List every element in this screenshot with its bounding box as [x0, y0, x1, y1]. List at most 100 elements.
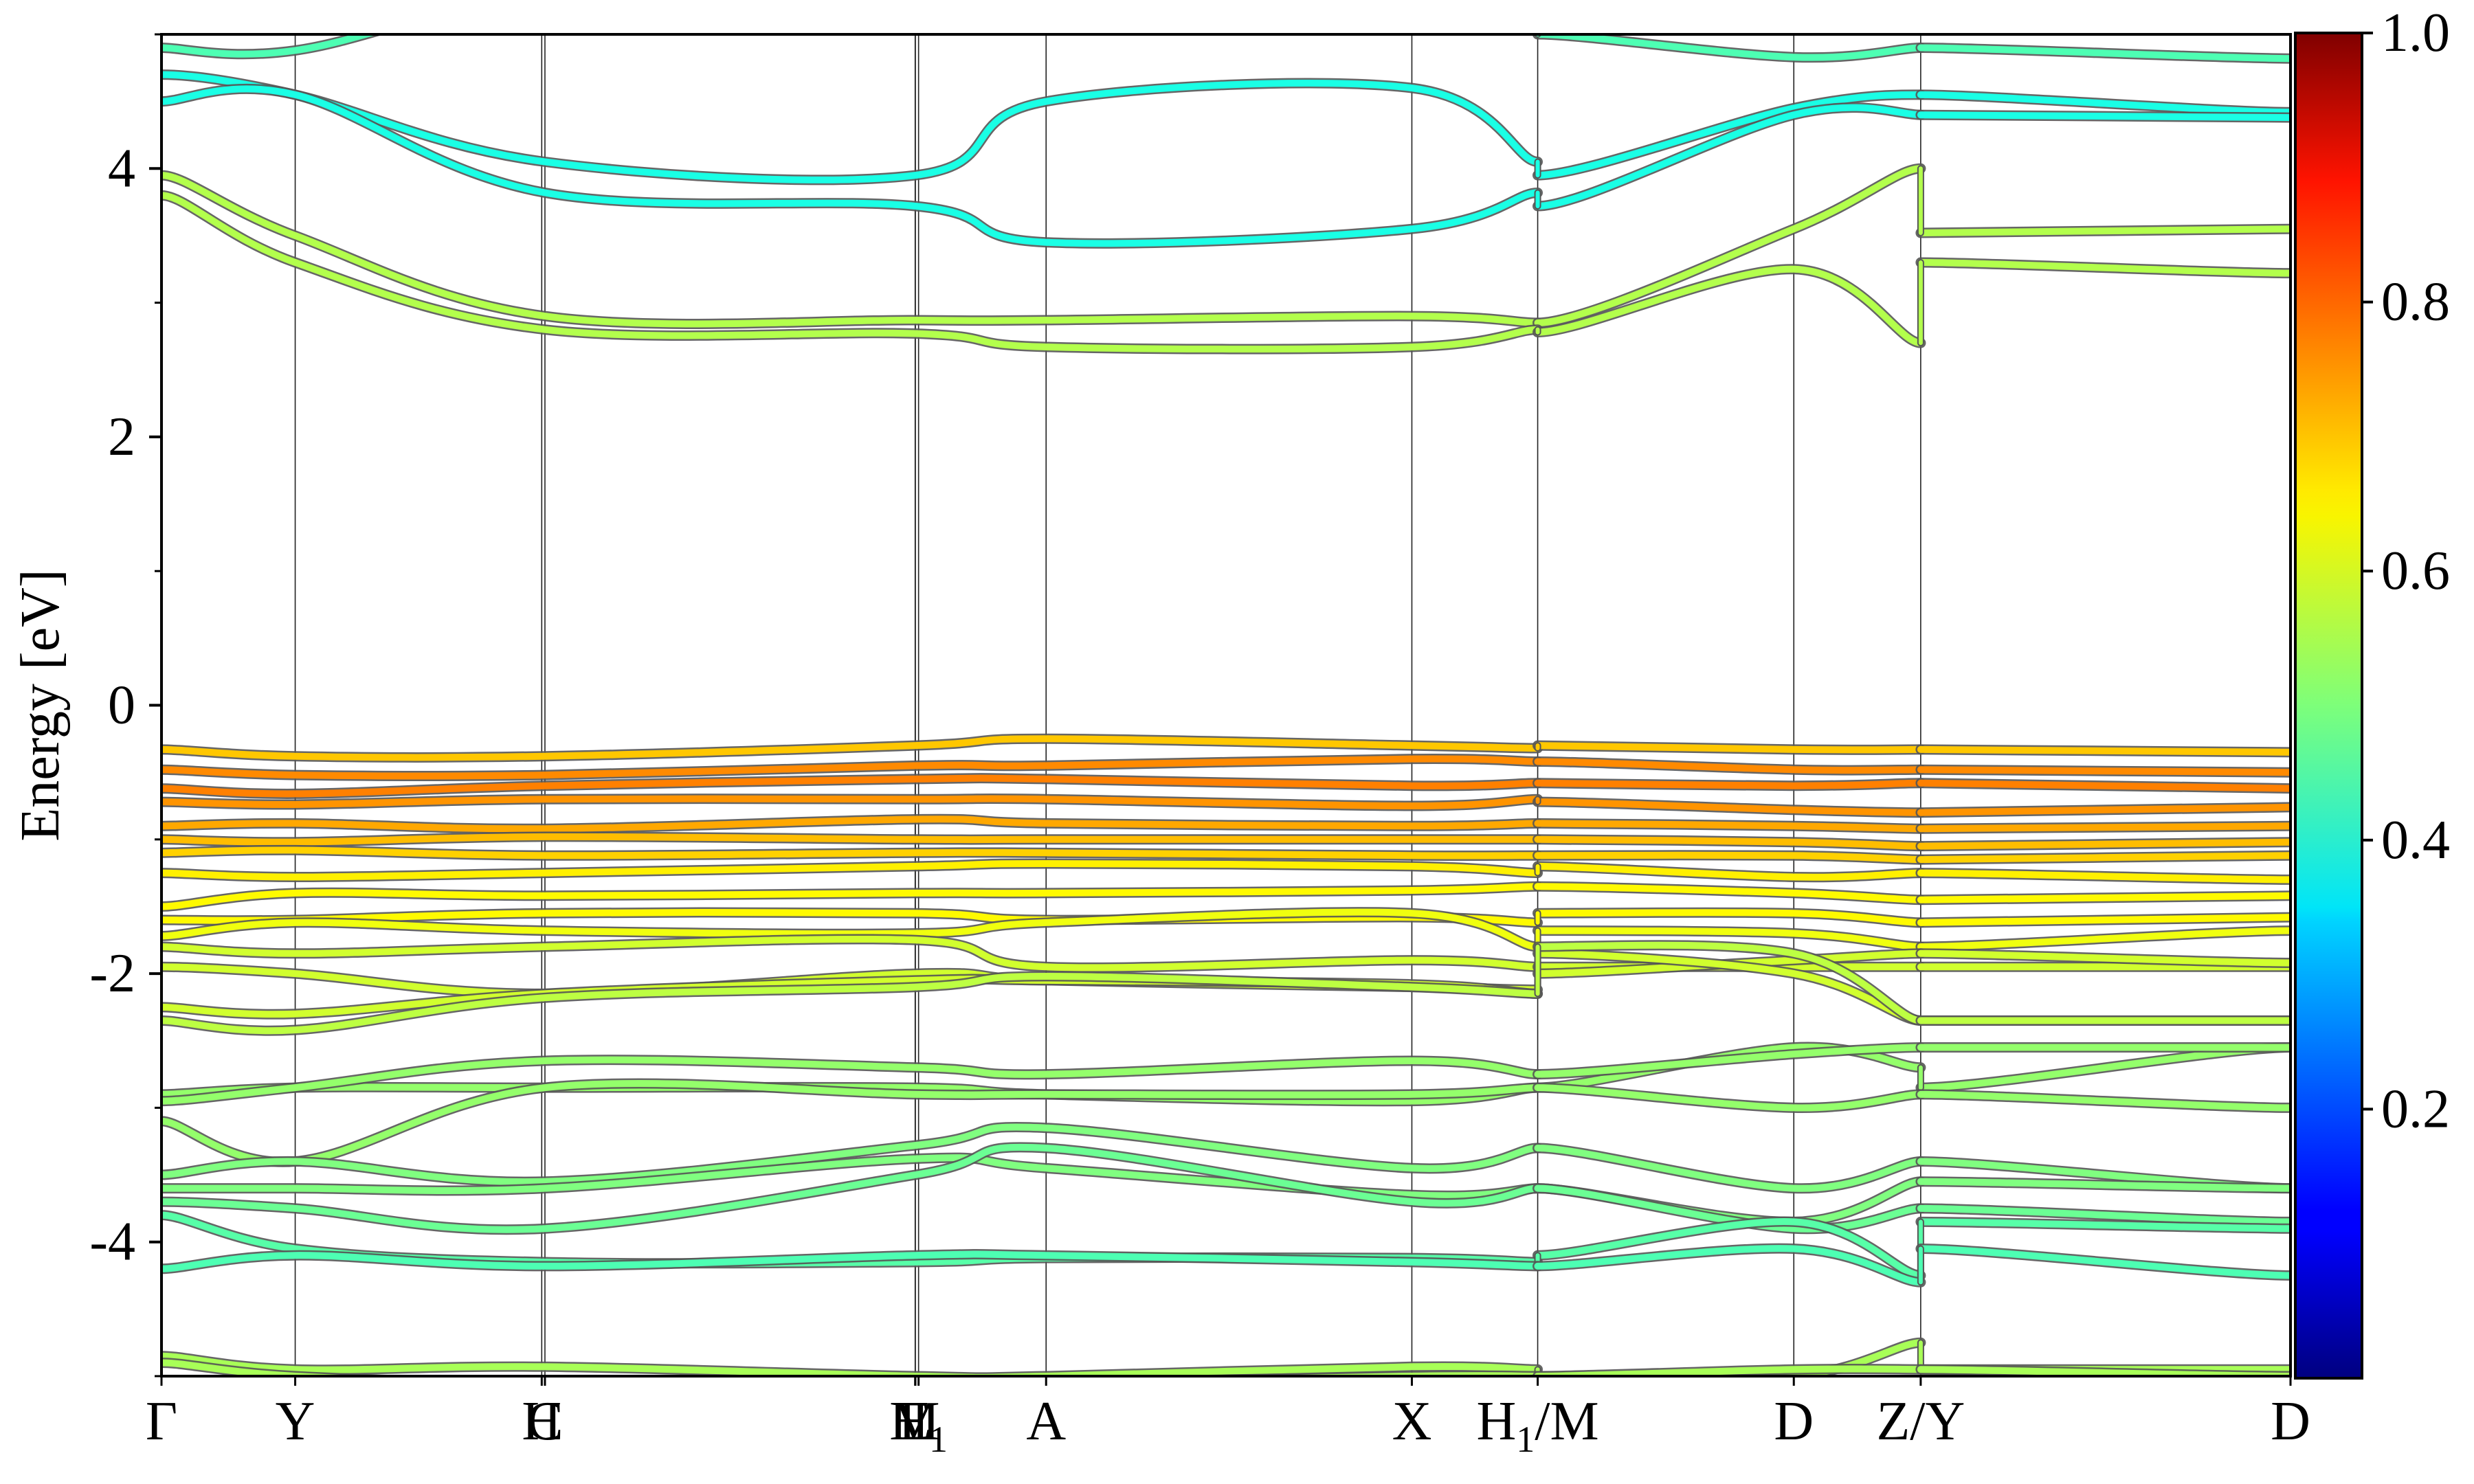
- band-12: [161, 844, 2291, 865]
- band-line: [1917, 852, 2291, 864]
- band-line: [161, 846, 1541, 859]
- k-path-lines: [294, 34, 1921, 1376]
- band-line: [1917, 803, 2291, 816]
- band-13: [161, 858, 2291, 885]
- x-tick-label: Z/Y: [1876, 1391, 1965, 1452]
- band-6: [161, 733, 2291, 763]
- band-line: [161, 755, 1541, 780]
- band-5: [161, 190, 2291, 355]
- band-23: [161, 1078, 2291, 1167]
- y-axis: -4 -2 0 2 4: [89, 33, 161, 1378]
- x-tick-label: D: [2271, 1391, 2310, 1452]
- band-line: [161, 774, 1541, 798]
- band-line: [1917, 949, 2291, 967]
- band-line: [1917, 111, 2291, 122]
- band-line: [1534, 1043, 1924, 1092]
- band-line: [1534, 1339, 1924, 1376]
- colorbar-tick-label: 0.8: [2381, 272, 2450, 333]
- band-line: [1917, 838, 2291, 850]
- band-line: [1917, 225, 2291, 236]
- band-line: [1534, 104, 1924, 210]
- x-tick-label: M: [891, 1391, 939, 1452]
- x-tick-label: Y: [276, 1391, 315, 1452]
- band-line: [1534, 798, 1924, 816]
- x-tick-suffix: /M: [1535, 1391, 1598, 1452]
- colorbar-gradient: [2294, 32, 2363, 1380]
- band-line: [161, 172, 1541, 328]
- band-line: [1917, 779, 2291, 792]
- band-line: [1534, 742, 1924, 754]
- band-line: [1534, 758, 1924, 774]
- band-line: [1917, 914, 2291, 926]
- band-line: [161, 908, 1541, 950]
- band-line: [161, 883, 1541, 910]
- band-line: [1534, 1044, 1924, 1078]
- band-7: [161, 753, 2291, 782]
- x-tick-label: D: [1774, 1391, 1814, 1452]
- y-tick-label: -4: [89, 1212, 135, 1272]
- band-10: [161, 813, 2291, 834]
- band-line: [161, 34, 379, 58]
- band-line: [1917, 1178, 2291, 1192]
- x-tick-subscript: 1: [1516, 1419, 1535, 1460]
- band-line: [1917, 822, 2291, 833]
- y-tick-label: -2: [89, 943, 135, 1004]
- x-tick-label: H1/M: [1476, 1391, 1598, 1460]
- x-tick-subscript: 1: [929, 1419, 948, 1460]
- band-line: [1534, 1145, 1924, 1192]
- y-tick-label: 2: [108, 407, 135, 467]
- band-line: [1917, 1090, 2291, 1112]
- x-tick-label: X: [1392, 1391, 1432, 1452]
- band-line: [161, 85, 1541, 247]
- band-line: [161, 816, 1541, 833]
- colorbar-ticks: 0.2 0.4 0.6 0.8 1.0: [2362, 3, 2450, 1139]
- plot-area: [160, 33, 2292, 1378]
- colorbar-tick-label: 0.6: [2381, 541, 2450, 601]
- band-line: [1534, 883, 1924, 903]
- band-line: [1917, 745, 2291, 756]
- band-line: [161, 795, 1541, 809]
- x-tick-label: H: [522, 1391, 561, 1452]
- band-1: [161, 34, 2291, 64]
- band-line: [161, 1079, 1541, 1166]
- band-line: [1534, 909, 1924, 926]
- band-line: [1534, 34, 1924, 61]
- band-line: [161, 833, 1541, 846]
- band-line: [1534, 779, 1924, 789]
- y-tick-label: 4: [108, 138, 135, 199]
- band-line: [1917, 892, 2291, 903]
- band-line: [1534, 835, 1924, 850]
- band-line: [1917, 927, 2291, 950]
- band-16: [161, 907, 2291, 952]
- band-line: [161, 935, 1541, 971]
- x-tick-label: A: [1026, 1391, 1066, 1452]
- band-line: [161, 1143, 1541, 1233]
- band-line: [1917, 91, 2291, 116]
- band-line: [1534, 265, 1924, 347]
- band-3: [161, 83, 2291, 249]
- band-line: [1917, 259, 2291, 277]
- band-line: [1534, 927, 1924, 950]
- x-tick-label: C: [526, 1391, 563, 1452]
- band-line: [1534, 1245, 1924, 1286]
- band-line: [1534, 941, 1924, 1024]
- band-line: [1534, 862, 1924, 881]
- band-14: [161, 881, 2291, 912]
- band-11: [161, 831, 2291, 852]
- band-line: [161, 860, 1541, 881]
- band-line: [1534, 1084, 1924, 1112]
- band-line: [1917, 1218, 2291, 1233]
- colorbar-tick-label: 0.4: [2381, 810, 2450, 870]
- band-line: [161, 1056, 1541, 1105]
- band-line: [1534, 1218, 1924, 1279]
- band-line: [161, 973, 1541, 1035]
- band-8: [161, 773, 2291, 799]
- band-line: [161, 735, 1541, 761]
- y-axis-label: Energy [eV]: [10, 569, 71, 841]
- band-22: [161, 1042, 2291, 1107]
- x-tick-label: Γ: [146, 1391, 177, 1452]
- colorbar: 0.2 0.4 0.6 0.8 1.0: [2294, 3, 2450, 1380]
- band-18: [161, 948, 2291, 999]
